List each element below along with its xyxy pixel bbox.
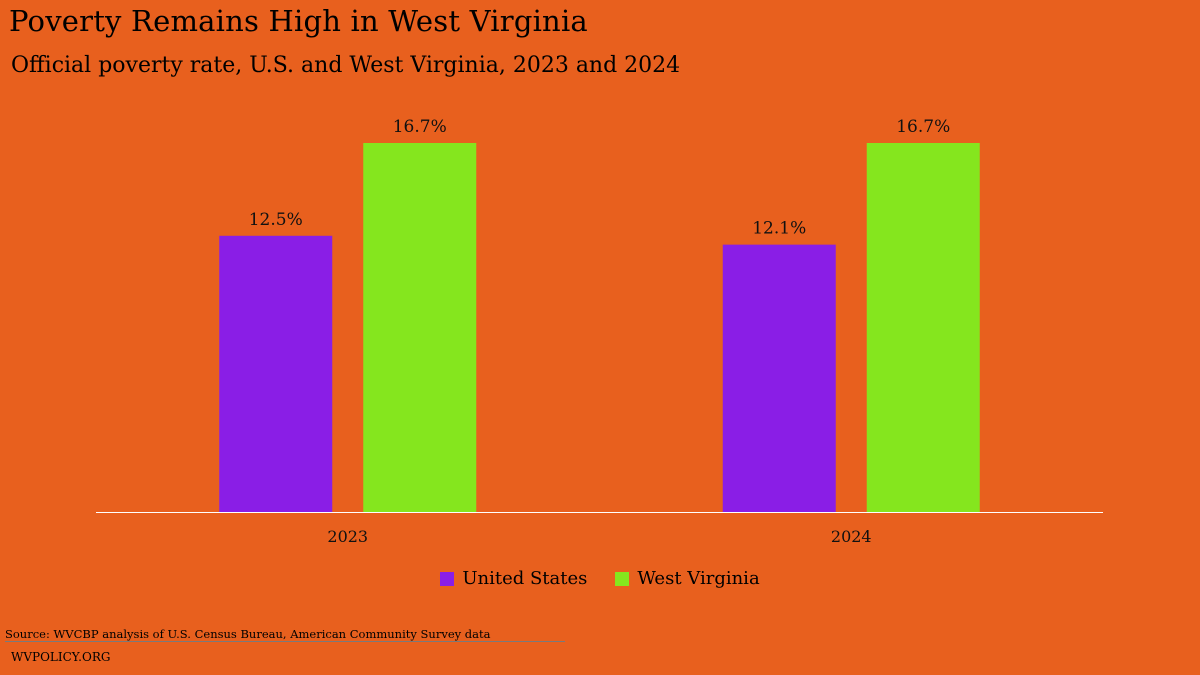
bar-united-states-2024: [722, 244, 836, 512]
data-label-west-virginia-2024: 16.7%: [896, 117, 950, 137]
data-label-united-states-2024: 12.1%: [752, 219, 806, 239]
footer-site: WVPOLICY.ORG: [11, 650, 111, 664]
legend-swatch-united-states: [440, 572, 455, 586]
legend-label-united-states: United States: [462, 568, 588, 589]
legend: United States West Virginia: [0, 566, 1200, 592]
chart-subtitle: Official poverty rate, U.S. and West Vir…: [11, 53, 681, 78]
chart-title: Poverty Remains High in West Virginia: [9, 4, 588, 38]
data-label-west-virginia-2023: 16.7%: [393, 117, 447, 137]
legend-label-west-virginia: West Virginia: [637, 568, 760, 589]
legend-item-united-states: United States: [440, 566, 587, 592]
legend-swatch-west-virginia: [615, 572, 630, 586]
legend-item-west-virginia: West Virginia: [615, 566, 760, 592]
bar-west-virginia-2024: [866, 143, 980, 512]
bar-west-virginia-2023: [363, 143, 477, 512]
source-note: Source: WVCBP analysis of U.S. Census Bu…: [5, 627, 491, 641]
bar-united-states-2023: [219, 235, 333, 512]
data-label-united-states-2023: 12.5%: [249, 210, 303, 230]
x-tick-label-2023: 2023: [327, 527, 368, 546]
x-tick-label-2024: 2024: [831, 527, 872, 546]
source-divider: [5, 641, 565, 642]
